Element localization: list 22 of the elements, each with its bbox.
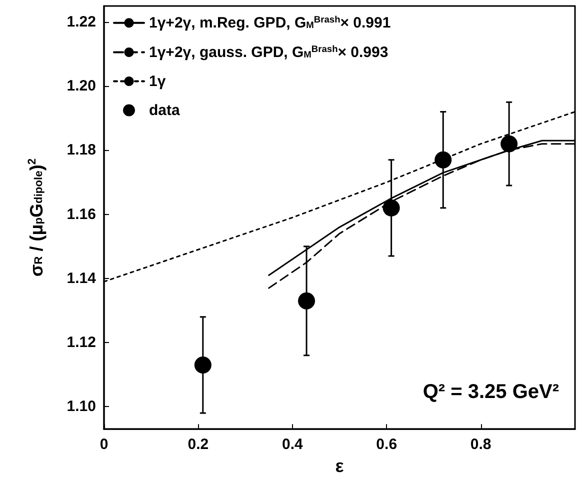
point	[434, 151, 452, 168]
y-tick-label: 1.20	[66, 78, 96, 95]
legend-label: data	[149, 102, 180, 119]
x-tick-label: 0	[100, 436, 108, 454]
x-tick-label: 0.8	[470, 436, 492, 454]
y-tick-label: 1.22	[66, 14, 96, 31]
y-tick-label: 1.16	[66, 206, 96, 223]
y-tick-label: 1.10	[66, 398, 96, 416]
legend-label: 1γ	[149, 72, 166, 90]
y-axis-title: σR / (μpGdipole)2	[26, 158, 46, 277]
y-tick-label: 1.18	[66, 142, 96, 159]
point	[298, 292, 316, 310]
x-tick-label: 0.6	[376, 436, 398, 454]
point	[194, 356, 212, 374]
x-axis-title: ε	[335, 456, 344, 476]
y-tick-label: 1.12	[66, 334, 96, 352]
x-tick-label: 0.4	[282, 436, 304, 454]
y-tick-label: 1.14	[66, 270, 97, 287]
annotation: Q² = 3.25 GeV²	[422, 381, 560, 403]
x-tick-label: 0.2	[188, 436, 209, 454]
point	[382, 199, 400, 216]
point	[500, 135, 518, 152]
